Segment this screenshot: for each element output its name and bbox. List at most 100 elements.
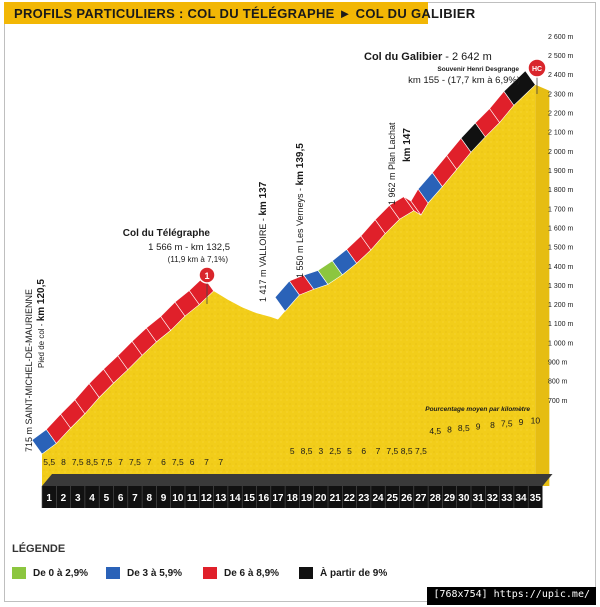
km-label: 17: [272, 493, 284, 504]
km-label: 33: [501, 493, 513, 504]
km-strip-top: [42, 474, 553, 486]
km-label: 8: [146, 493, 152, 504]
gradient-label: 7,5: [501, 419, 513, 429]
gradient-label: 8,5: [401, 446, 413, 456]
km-label: 16: [258, 493, 270, 504]
y-tick-label: 1 300 m: [548, 283, 573, 290]
mountain-area: [42, 84, 536, 486]
y-tick-label: 2 600 m: [548, 34, 573, 41]
km-label: 6: [118, 493, 124, 504]
galibier-badge: [527, 58, 547, 78]
km-label: 31: [473, 493, 485, 504]
start-label: 715 m SAINT-MICHEL-DE-MAURIENNE: [24, 289, 34, 452]
km-label: 35: [530, 493, 542, 504]
gradient-label: 2,5: [329, 446, 341, 456]
telegraphe-badge-text: 1: [204, 271, 209, 281]
gradient-label: 3: [318, 446, 323, 456]
y-tick-label: 800 m: [548, 379, 568, 386]
y-tick-label: 2 400 m: [548, 72, 573, 79]
gradient-label: 7,5: [415, 446, 427, 456]
gradient-label: 7,5: [72, 457, 84, 467]
gradient-band: [503, 70, 536, 106]
y-tick-label: 1 900 m: [548, 168, 573, 175]
telegraphe-badge: [198, 266, 216, 284]
km-label: 21: [330, 493, 342, 504]
gradient-label: 8,5: [458, 423, 470, 433]
km-label: 13: [215, 493, 227, 504]
gradient-label: 7: [204, 457, 209, 467]
chart-title: PROFILS PARTICULIERS : COL DU TÉLÉGRAPHE…: [14, 6, 476, 21]
y-tick-label: 1 400 m: [548, 264, 573, 271]
y-tick-label: 2 500 m: [548, 53, 573, 60]
y-tick-label: 1 800 m: [548, 187, 573, 194]
gradient-label: 5: [290, 446, 295, 456]
gradient-caption: Pourcentage moyen par kilomètre: [425, 406, 530, 413]
gradient-label: 8: [490, 420, 495, 430]
km-label: 11: [187, 493, 198, 504]
km-label: 22: [344, 493, 356, 504]
gradient-label: 8,5: [86, 457, 98, 467]
legend-swatch-black: [299, 567, 313, 579]
km-label: 26: [401, 493, 413, 504]
gradient-label: 7: [147, 457, 152, 467]
km-label: 5: [104, 493, 110, 504]
km-label: 29: [444, 493, 456, 504]
plan-lachat-km: km 147: [402, 128, 413, 162]
km-label: 23: [358, 493, 370, 504]
y-tick-label: 700 m: [548, 398, 568, 405]
legend-label-green: De 0 à 2,9%: [33, 567, 89, 579]
galibier-sub: Souvenir Henri Desgrange: [437, 66, 519, 73]
legend-swatch-green: [12, 567, 26, 579]
legend-swatch-red: [203, 567, 217, 579]
gradient-label: 7,5: [386, 446, 398, 456]
km-label: 32: [487, 493, 499, 504]
km-label: 25: [387, 493, 399, 504]
km-label: 15: [244, 493, 256, 504]
y-tick-label: 1 600 m: [548, 225, 573, 232]
legend-item-black: À partir de 9%: [299, 566, 387, 580]
gradient-label: 8: [61, 457, 66, 467]
km-label: 27: [415, 493, 427, 504]
gradient-label: 6: [161, 457, 166, 467]
km-label: 1: [46, 493, 52, 504]
y-tick-label: 900 m: [548, 360, 568, 367]
km-label: 19: [301, 493, 313, 504]
km-label: 10: [172, 493, 184, 504]
legend-title: LÉGENDE: [12, 543, 66, 555]
gradient-label: 4,5: [429, 426, 441, 436]
km-label: 30: [458, 493, 470, 504]
title-bar: PROFILS PARTICULIERS : COL DU TÉLÉGRAPHE…: [4, 2, 475, 24]
gradient-label: 5,5: [43, 457, 55, 467]
legend-item-green: De 0 à 2,9%: [12, 566, 88, 580]
galibier-label: Col du Galibier - 2 642 m: [364, 51, 492, 63]
telegraphe-info: 1 566 m - km 132,5: [148, 242, 230, 253]
km-label: 9: [161, 493, 167, 504]
galibier-stats: km 155 - (17,7 km à 6,9%): [408, 75, 520, 86]
km-label: 20: [315, 493, 327, 504]
start-km-label: Pied de col - km 120,5: [36, 279, 47, 368]
gradient-label: 7,5: [100, 457, 112, 467]
km-label: 14: [229, 493, 241, 504]
km-strip: [42, 486, 543, 508]
gradient-label: 6: [361, 446, 366, 456]
gradient-label: 7,5: [129, 457, 141, 467]
watermark: [768x754] https://upic.me/: [427, 587, 596, 605]
gradient-label: 8,5: [301, 446, 313, 456]
y-tick-label: 1 000 m: [548, 340, 573, 347]
km-label: 12: [201, 493, 213, 504]
gradient-label: 7: [376, 446, 381, 456]
gradient-label: 9: [519, 417, 524, 427]
y-tick-label: 2 200 m: [548, 110, 573, 117]
km-label: 18: [287, 493, 299, 504]
y-tick-label: 1 100 m: [548, 321, 573, 328]
mountain-side: [535, 84, 550, 486]
km-label: 24: [372, 493, 384, 504]
km-label: 3: [75, 493, 81, 504]
telegraphe-name: Col du Télégraphe: [123, 228, 211, 239]
km-label: 2: [61, 493, 67, 504]
legend-label-red: De 6 à 8,9%: [224, 567, 280, 579]
galibier-badge-text: HC: [532, 66, 542, 73]
km-label: 4: [89, 493, 95, 504]
legend-item-red: De 6 à 8,9%: [203, 566, 279, 580]
